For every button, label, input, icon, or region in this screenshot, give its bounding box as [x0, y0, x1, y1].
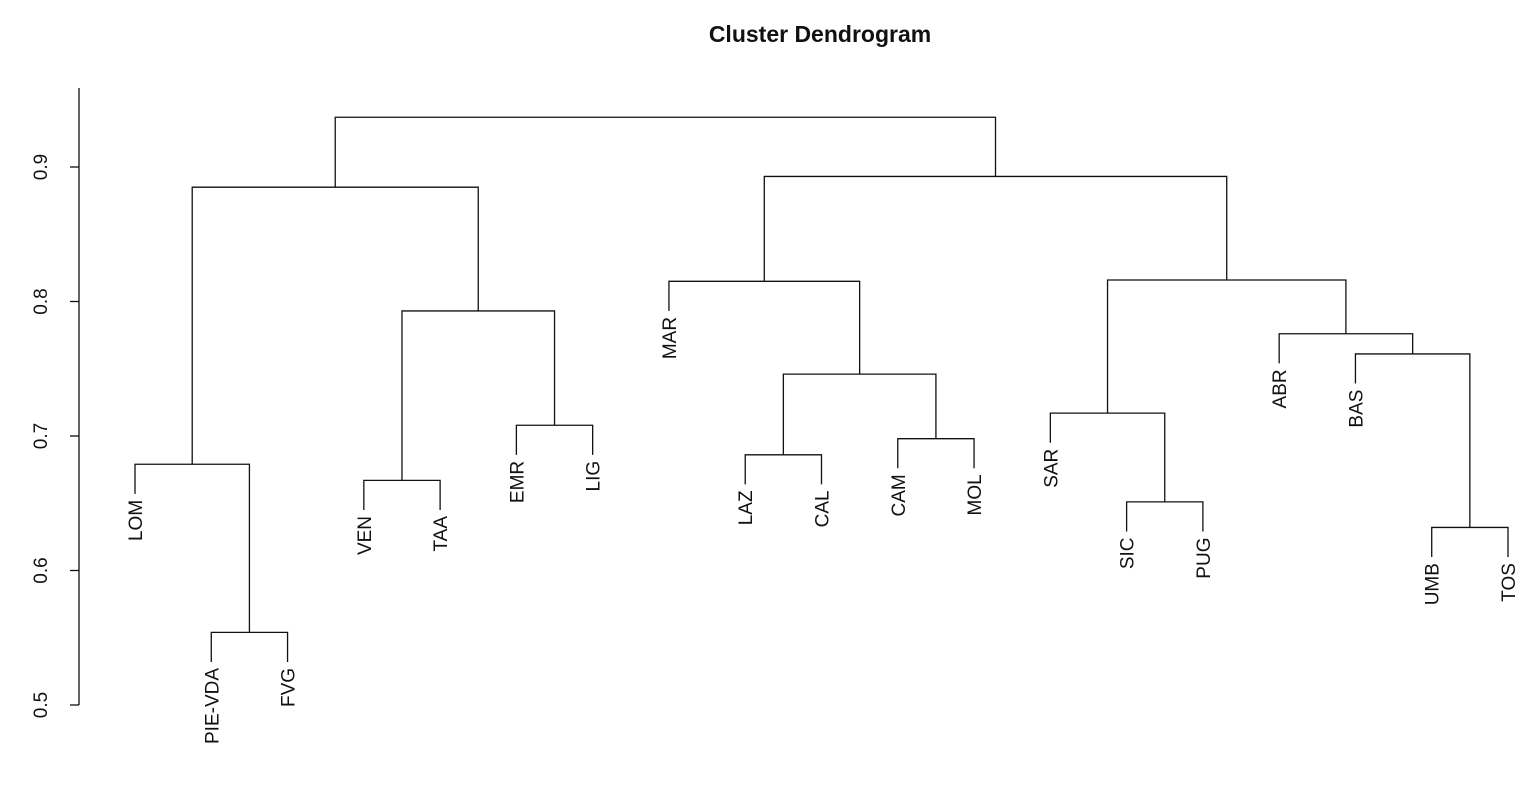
merge-link-3 [363, 479, 441, 510]
leaf-label-sic: SIC [1118, 537, 1139, 569]
merge-link-13 [1431, 526, 1509, 558]
merge-link-15 [1278, 333, 1414, 364]
leaf-label-bas: BAS [1346, 390, 1367, 428]
leaf-label-mol: MOL [965, 474, 986, 515]
y-tick-label-0.5: 0.5 [31, 692, 52, 718]
merge-link-16 [1106, 279, 1347, 414]
leaf-label-pie-vda: PIE-VDA [202, 668, 223, 744]
merge-link-17 [763, 175, 1228, 282]
chart-title: Cluster Dendrogram [709, 21, 931, 47]
y-tick-label-0.7: 0.7 [31, 423, 52, 449]
y-tick-label-0.6: 0.6 [31, 557, 52, 583]
leaf-label-mar: MAR [660, 317, 681, 359]
merge-link-14 [1354, 353, 1471, 528]
merge-link-6 [191, 186, 479, 465]
leaf-label-abr: ABR [1270, 369, 1291, 408]
leaf-label-cal: CAL [813, 490, 834, 527]
merge-link-9 [782, 373, 937, 455]
leaf-label-fvg: FVG [279, 668, 300, 707]
merge-link-11 [1125, 501, 1204, 532]
merge-link-12 [1049, 412, 1166, 502]
leaf-label-pug: PUG [1194, 537, 1215, 578]
merge-link-2 [134, 463, 251, 633]
leaf-label-ven: VEN [355, 516, 376, 555]
leaf-label-lom: LOM [126, 500, 147, 541]
leaf-label-tos: TOS [1499, 563, 1520, 602]
merge-link-8 [897, 438, 975, 469]
leaf-label-taa: TAA [431, 516, 452, 552]
leaf-label-lig: LIG [584, 461, 605, 492]
merge-link-7 [744, 454, 823, 485]
leaf-label-laz: LAZ [736, 490, 757, 525]
y-axis: 0.5 0.6 0.7 0.8 0.9 [31, 88, 80, 718]
merge-link-5 [401, 310, 556, 481]
leaf-labels: LOM PIE-VDA FVG VEN TAA EMR LIG MAR LAZ CAL CAM MOL… [126, 317, 1520, 744]
y-tick-label-0.9: 0.9 [31, 154, 52, 180]
leaf-label-emr: EMR [507, 461, 528, 503]
merge-link-1 [210, 631, 289, 662]
merge-link-10 [668, 280, 861, 375]
merge-link-18 [334, 116, 997, 188]
leaf-label-cam: CAM [889, 474, 910, 516]
merge-link-4 [515, 424, 594, 455]
y-tick-label-0.8: 0.8 [31, 288, 52, 314]
dendrogram-links [134, 116, 1509, 662]
leaf-label-sar: SAR [1041, 449, 1062, 488]
leaf-label-umb: UMB [1423, 563, 1444, 605]
